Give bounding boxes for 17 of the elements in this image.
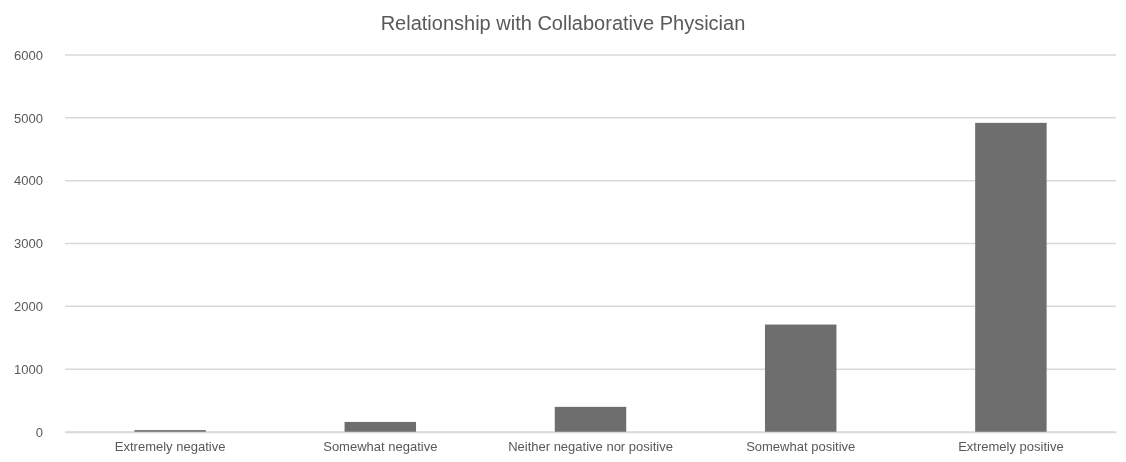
x-tick-label: Extremely negative [114,439,226,455]
bar [554,406,627,432]
y-tick-label: 5000 [14,110,43,126]
y-tick-label: 2000 [14,298,43,314]
x-tick-label: Somewhat positive [746,439,856,455]
x-tick-label: Extremely positive [958,439,1064,455]
y-tick-label: 3000 [14,236,43,252]
y-tick-label: 1000 [14,361,43,377]
y-tick-label: 6000 [14,47,43,63]
chart-title: Relationship with Collaborative Physician [380,12,746,34]
y-tick-label: 4000 [14,173,43,189]
bar [764,324,837,432]
x-tick-label: Somewhat negative [323,439,438,455]
bar [975,122,1047,432]
x-tick-label: Neither negative nor positive [508,439,673,455]
y-tick-label: 0 [35,424,43,440]
bar [344,421,417,432]
